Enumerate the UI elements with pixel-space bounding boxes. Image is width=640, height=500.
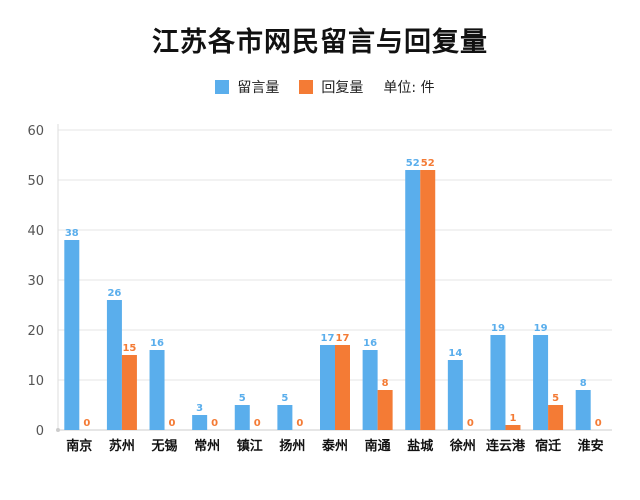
- data-label-messages: 3: [196, 403, 203, 414]
- data-label-messages: 5: [281, 393, 288, 404]
- bar-replies: [420, 170, 436, 430]
- x-tick-label: 盐城: [407, 438, 433, 454]
- bar-replies: [121, 355, 137, 430]
- x-tick-label: 扬州: [279, 438, 305, 454]
- data-label-messages: 8: [580, 378, 587, 389]
- bar-messages: [490, 335, 506, 430]
- x-tick-label: 淮安: [577, 438, 604, 454]
- y-tick-label: 0: [36, 424, 44, 439]
- y-tick-label: 10: [27, 374, 44, 389]
- data-label-replies: 0: [296, 418, 303, 429]
- data-label-messages: 38: [65, 228, 79, 239]
- data-label-replies: 0: [211, 418, 218, 429]
- bar-messages: [320, 345, 335, 430]
- data-label-messages: 5: [239, 393, 246, 404]
- legend-swatch-messages: [215, 80, 230, 94]
- data-label-messages: 16: [150, 338, 164, 349]
- data-label-messages: 26: [107, 288, 121, 299]
- axis-origin-dot: [56, 428, 60, 432]
- data-label-replies: 1: [509, 413, 516, 424]
- x-tick-label: 徐州: [449, 438, 476, 454]
- y-tick-label: 40: [27, 224, 44, 239]
- data-label-messages: 17: [321, 333, 335, 344]
- legend: 留言量 回复量 单位: 件: [0, 77, 640, 97]
- data-label-replies: 0: [83, 418, 90, 429]
- legend-label-replies: 回复量: [321, 80, 364, 96]
- bar-messages: [149, 350, 165, 430]
- x-tick-label: 常州: [194, 438, 220, 454]
- bar-messages: [447, 360, 463, 430]
- x-tick-label: 无锡: [151, 438, 178, 454]
- data-label-replies: 0: [254, 418, 261, 429]
- x-tick-label: 南通: [365, 438, 391, 454]
- bar-replies: [377, 390, 393, 430]
- x-tick-label: 连云港: [486, 438, 526, 454]
- bar-messages: [575, 390, 591, 430]
- bar-replies: [335, 345, 350, 430]
- data-label-replies: 0: [595, 418, 602, 429]
- bar-messages: [64, 240, 80, 430]
- bar-messages: [192, 415, 208, 430]
- bar-messages: [234, 405, 250, 430]
- data-label-messages: 19: [491, 323, 505, 334]
- data-label-replies: 0: [169, 418, 176, 429]
- data-label-replies: 0: [467, 418, 474, 429]
- data-label-messages: 14: [448, 348, 462, 359]
- bar-messages: [362, 350, 378, 430]
- data-label-replies: 5: [552, 393, 559, 404]
- data-label-replies: 8: [382, 378, 389, 389]
- data-label-replies: 52: [421, 158, 435, 169]
- data-label-replies: 15: [122, 343, 136, 354]
- chart-title: 江苏各市网民留言与回复量: [152, 27, 488, 58]
- x-tick-label: 苏州: [109, 438, 135, 454]
- bar-messages: [405, 170, 421, 430]
- x-tick-label: 宿迁: [535, 438, 561, 454]
- unit-label: 单位: 件: [383, 80, 435, 96]
- y-tick-label: 30: [27, 274, 44, 289]
- y-tick-label: 50: [27, 174, 44, 189]
- legend-item-replies[interactable]: 回复量: [299, 77, 363, 97]
- data-label-messages: 52: [406, 158, 420, 169]
- y-tick-label: 60: [27, 124, 44, 139]
- bar-replies: [505, 425, 521, 430]
- data-label-replies: 17: [336, 333, 350, 344]
- legend-swatch-replies: [299, 80, 314, 94]
- y-tick-label: 20: [27, 324, 44, 339]
- x-tick-label: 南京: [66, 438, 92, 454]
- data-label-messages: 16: [363, 338, 377, 349]
- bar-messages: [277, 405, 293, 430]
- bar-messages: [106, 300, 122, 430]
- data-label-messages: 19: [534, 323, 548, 334]
- bar-replies: [548, 405, 564, 430]
- x-tick-label: 泰州: [321, 438, 348, 454]
- legend-item-messages[interactable]: 留言量: [215, 77, 279, 97]
- x-tick-label: 镇江: [237, 438, 263, 454]
- legend-label-messages: 留言量: [237, 80, 280, 96]
- bar-messages: [533, 335, 549, 430]
